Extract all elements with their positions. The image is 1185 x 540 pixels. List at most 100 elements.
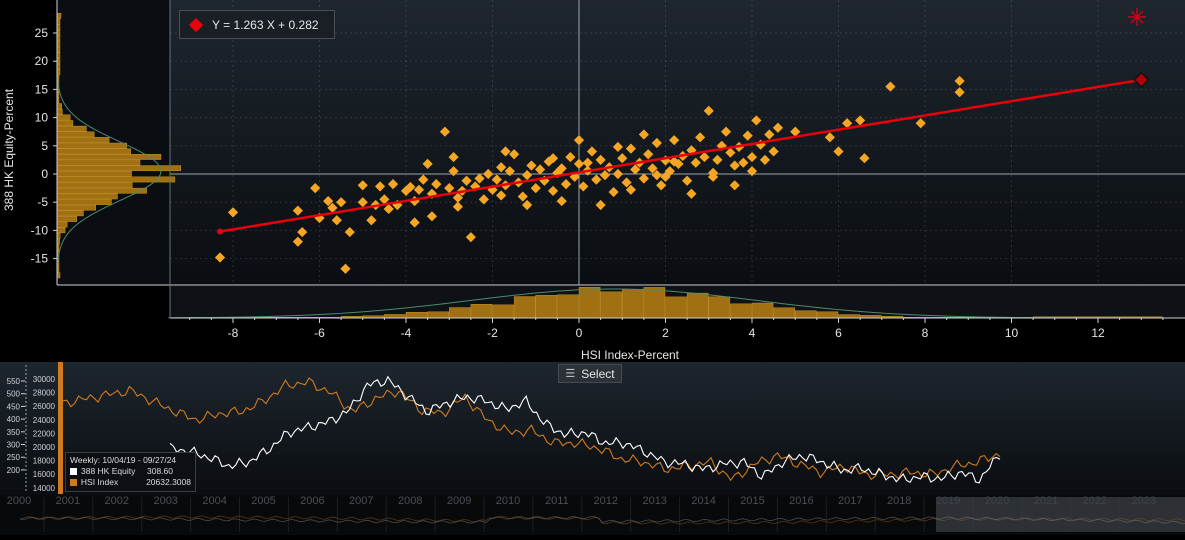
scatter-point — [474, 173, 485, 184]
legend-swatch-hsi — [70, 479, 77, 486]
ts-right-tick: 14000 — [33, 484, 56, 493]
ts-left-tick: 500 — [7, 390, 21, 399]
regression-line-path — [219, 78, 1142, 233]
legend-row-388: 388 HK Equity 308.60 — [70, 466, 191, 477]
x-hist-bar — [665, 296, 687, 319]
y-hist-bar — [56, 148, 131, 155]
scatter-point — [643, 149, 654, 160]
overview-year-label: 2013 — [642, 495, 666, 507]
hsi-line — [62, 377, 1001, 482]
scatter-point — [327, 202, 338, 213]
y-tick-label: -10 — [31, 223, 49, 237]
x-hist-bar — [622, 288, 644, 319]
x-tick-label: 8 — [922, 326, 929, 340]
x-hist-bar — [795, 310, 817, 319]
scatter-point — [310, 183, 321, 194]
x-tick-label: 0 — [576, 326, 583, 340]
overview-year-label: 2018 — [887, 495, 911, 507]
scatter-point — [431, 179, 442, 190]
scatter-point — [707, 167, 719, 178]
y-hist-bar — [56, 165, 182, 172]
ts-right-tick: 18000 — [33, 457, 56, 466]
y-axis-label: 388 HK Equity-Percent — [2, 88, 16, 211]
scatter-point — [331, 215, 342, 226]
x-tick-label: 4 — [749, 326, 756, 340]
overview-year-label: 2001 — [56, 495, 80, 507]
overview-year-label: 2003 — [153, 495, 177, 507]
y-tick-label: 10 — [35, 111, 49, 125]
overview-year-label: 2004 — [202, 495, 226, 507]
x-hist-bar — [838, 314, 860, 319]
ts-right-tick: 24000 — [33, 416, 56, 425]
x-hist-bar — [751, 302, 774, 319]
ts-right-tick: 16000 — [33, 470, 56, 479]
ts-left-tick: 250 — [7, 453, 21, 462]
ts-left-tick: 300 — [7, 441, 21, 450]
scatter-point — [439, 126, 451, 137]
x-axis-label: HSI Index-Percent — [581, 348, 680, 362]
scatter-point — [418, 174, 429, 185]
y-hist-bar — [56, 125, 87, 132]
scatter-point — [496, 162, 507, 173]
x-histogram — [168, 287, 1181, 319]
scatter-point — [712, 154, 723, 165]
y-hist-bar — [56, 216, 78, 222]
select-label: Select — [581, 366, 615, 381]
select-button[interactable]: ☰ Select — [558, 364, 622, 383]
scatter-point — [517, 191, 528, 202]
scatter-axes: 25 20 15 10 5 0 -5 -10 -15 -8 -6 -4 -2 0 2 4 6 8 10 12 — [31, 0, 1185, 340]
ts-left-tick: 550 — [7, 377, 21, 386]
x-hist-bar — [384, 314, 406, 319]
ts-right-tick: 26000 — [33, 402, 56, 411]
x-hist-bar — [730, 303, 752, 319]
x-hist-bar — [578, 287, 601, 319]
x-tick-label: 12 — [1091, 326, 1105, 340]
timeseries-period: Weekly: 10/04/19 - 09/27/24 — [70, 455, 177, 465]
regression-line — [217, 71, 1150, 235]
marker-asterisk-icon[interactable] — [1128, 8, 1146, 26]
scatter-point — [387, 179, 399, 190]
legend-name-hsi: HSI Index — [80, 477, 119, 487]
ts-left-tick: 200 — [7, 466, 21, 475]
y-hist-bar — [56, 154, 162, 160]
x-hist-bar — [470, 304, 493, 319]
scatter-point — [336, 197, 347, 208]
x-hist-curve — [168, 288, 1181, 319]
x-hist-bar — [773, 307, 795, 319]
scatter-point — [448, 166, 459, 177]
scatter-point — [625, 143, 636, 154]
timeseries-lines — [62, 375, 1001, 484]
y-hist-bar — [56, 182, 133, 188]
overview-year-label: 2010 — [496, 495, 520, 507]
ts-left-tick: 450 — [7, 402, 21, 411]
x-hist-bar — [427, 311, 449, 319]
scatter-point — [669, 156, 680, 167]
overview-year-label: 2002 — [105, 495, 129, 507]
x-hist-bar — [686, 292, 709, 319]
y-hist-bar — [56, 187, 147, 194]
regression-end-marker — [1133, 71, 1150, 88]
scatter-point — [751, 115, 762, 126]
ts-right-tick: 30000 — [33, 375, 56, 384]
scatter-point — [483, 168, 494, 180]
y-tick-label: -5 — [37, 195, 48, 209]
x-hist-bar — [708, 296, 731, 319]
legend-last-388: 308.60 — [147, 466, 173, 476]
y-hist-bar — [56, 131, 95, 138]
scatter-plot-area — [170, 0, 1185, 285]
y-hist-bar — [56, 170, 132, 177]
overview-lines — [19, 515, 1185, 525]
ts-right-tick: 20000 — [33, 443, 56, 452]
overview-year-label: 2015 — [740, 495, 764, 507]
scatter-point — [729, 160, 740, 171]
scatter-point — [560, 179, 572, 190]
y-hist-bar — [56, 199, 112, 205]
scatter-point — [885, 81, 896, 92]
overview-equity-line — [19, 516, 1185, 524]
overview-years: 2000 2001 2002 2003 2004 2005 2006 2007 2008 2009… — [7, 495, 1156, 532]
overview-year-label: 2007 — [349, 495, 373, 507]
x-tick-label: 6 — [835, 326, 842, 340]
overview-selection-window[interactable] — [936, 497, 1185, 532]
overview-year-label: 2014 — [691, 495, 715, 507]
